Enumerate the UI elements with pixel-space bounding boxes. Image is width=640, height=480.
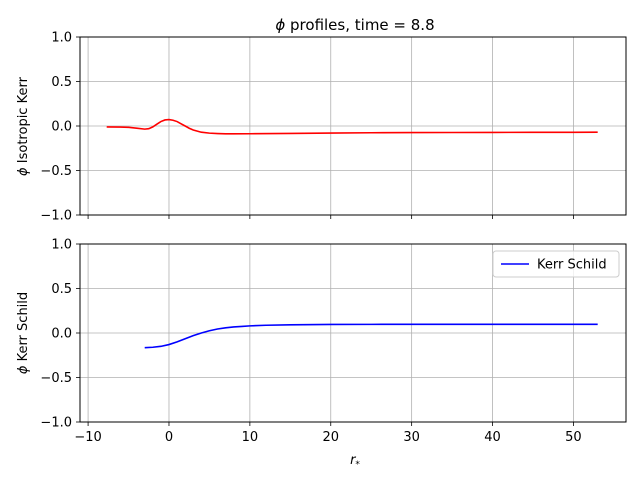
y-tick-label: 1.0 [51,238,72,253]
x-tick-label: 10 [242,430,259,445]
x-tick-label: 40 [484,430,501,445]
x-tick-label: 30 [403,430,420,445]
y-tick-label: 0.5 [51,282,72,297]
x-axis-label: r* [350,453,360,470]
legend-label: Kerr Schild [537,258,607,273]
y-tick-label: 0.5 [51,75,72,90]
y-tick-label: −0.5 [40,164,72,179]
panel-kerr-schild: −1.0 −0.5 0.0 0.5 1.0 −10 0 10 20 30 40 50 Kerr Schi… [40,238,627,445]
y-tick-label: 1.0 [51,31,72,46]
series-line [144,323,598,349]
y-axis-label-kerr-schild: ϕ Kerr Schild [16,292,31,374]
y-axis-label-isotropic-kerr: ϕ Isotropic Kerr [16,76,31,176]
x-tick-label: 0 [165,430,173,445]
legend-box [492,250,620,278]
x-tick-label: −10 [74,430,101,445]
y-tick-label: 0.0 [51,327,72,342]
y-tick-label: 0.0 [51,120,72,135]
chart-title: ϕ profiles, time = 8.8 [275,16,434,34]
y-tick-label: −1.0 [40,209,72,224]
x-tick-label: 50 [565,430,582,445]
y-tick-label: −1.0 [40,416,72,431]
legend: Kerr Schild [492,250,620,278]
panel-isotropic-kerr: −1.0 −0.5 0.0 0.5 1.0 [40,31,627,224]
y-tick-label: −0.5 [40,371,72,386]
series-line [106,118,598,135]
x-tick-label: 20 [322,430,339,445]
